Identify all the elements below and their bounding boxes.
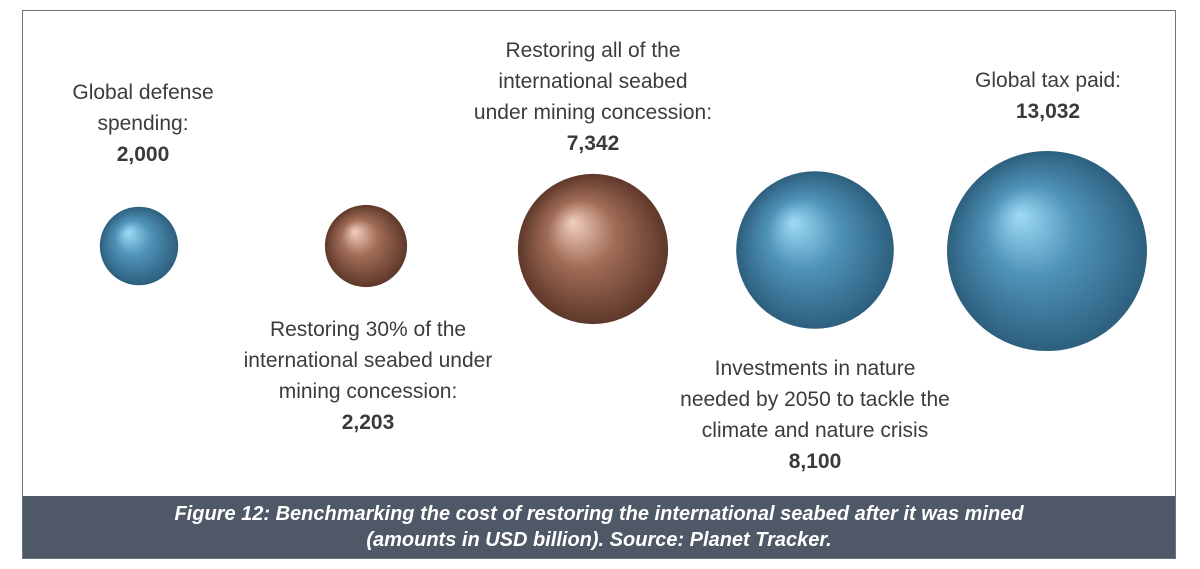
label-line: spending: (97, 112, 189, 135)
bubble-4 (736, 171, 894, 329)
value-label: 13,032 (1015, 100, 1081, 123)
caption-line-2: (amounts in USD billion). Source: Planet… (366, 529, 832, 551)
figure-frame: Global defense spending: 2,000 Restoring… (22, 10, 1176, 559)
label-line: international seabed under (243, 349, 493, 372)
label-global-defense: Global defense spending: 2,000 (43, 77, 243, 170)
value-label: 7,342 (566, 132, 620, 155)
label-investments-nature: Investments in nature needed by 2050 to … (645, 353, 985, 477)
label-restoring-all: Restoring all of the international seabe… (423, 35, 763, 159)
label-line: Restoring 30% of the (269, 318, 467, 341)
bubble-5 (947, 151, 1147, 351)
label-line: Investments in nature (714, 357, 916, 380)
label-line: Global defense (72, 81, 214, 104)
label-line: Global tax paid: (975, 69, 1121, 92)
bubble-3 (517, 173, 669, 325)
value-label: 2,000 (116, 143, 170, 166)
label-line: international seabed (498, 70, 688, 93)
label-line: mining concession: (278, 380, 458, 403)
bubble-2 (324, 204, 408, 288)
label-line: Restoring all of the (505, 39, 681, 62)
bubble-1 (99, 206, 179, 286)
label-line: climate and nature crisis (701, 419, 929, 442)
value-label: 2,203 (341, 411, 395, 434)
caption-line-1: Figure 12: Benchmarking the cost of rest… (174, 503, 1024, 525)
label-global-tax: Global tax paid: 13,032 (923, 65, 1173, 127)
label-restoring-30: Restoring 30% of the international seabe… (198, 314, 538, 438)
bubble-chart (99, 151, 1147, 351)
label-line: under mining concession: (473, 101, 713, 124)
label-line: needed by 2050 to tackle the (680, 388, 950, 411)
figure-caption: Figure 12: Benchmarking the cost of rest… (23, 496, 1175, 558)
value-label: 8,100 (788, 450, 842, 473)
